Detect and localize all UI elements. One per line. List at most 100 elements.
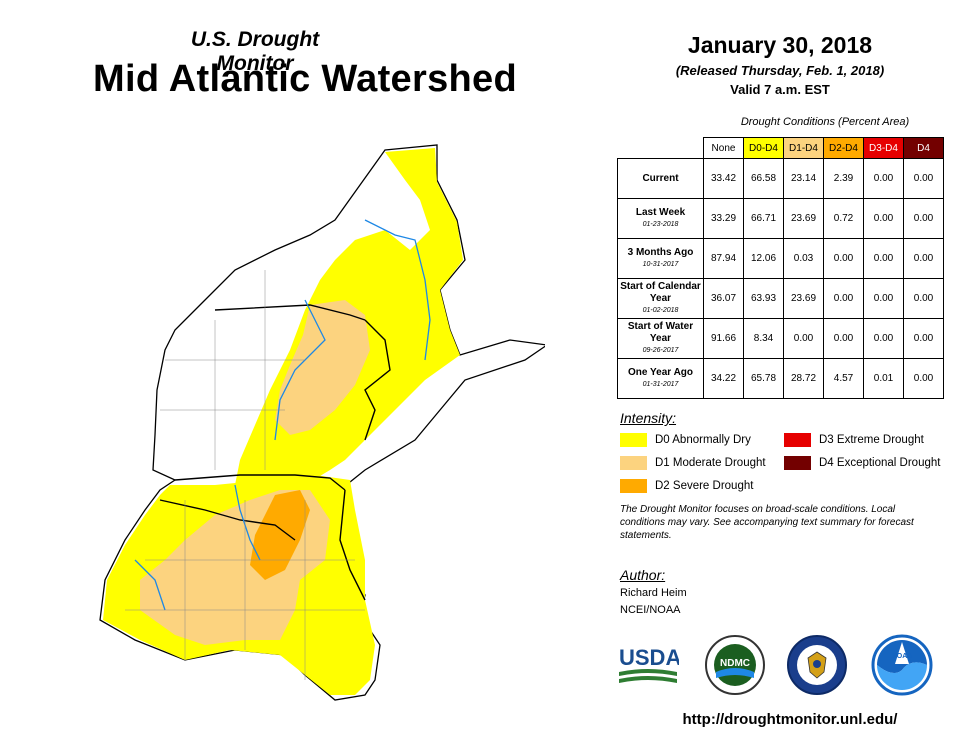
- table-cell: 0.00: [823, 278, 864, 319]
- table-cell: 66.71: [743, 198, 784, 239]
- rivers: [134, 219, 431, 611]
- website-url[interactable]: http://droughtmonitor.unl.edu/: [682, 711, 898, 728]
- table-row: 3 Months Ago 10-31-2017 87.94 12.06 0.03 0.00…: [617, 238, 944, 279]
- table-row: Start of Calendar Year 01-02-2018 36.07 63.…: [617, 278, 944, 319]
- legend-item-d4: D4 Exceptional Drought: [784, 456, 940, 470]
- row-label: Start of Calendar Year 01-02-2018: [617, 278, 704, 319]
- map-subtitle: U.S. Drought Monitor: [190, 28, 320, 75]
- table-cell: 0.00: [863, 238, 904, 279]
- table-cell: 91.66: [703, 318, 744, 359]
- table-cell: 0.00: [903, 198, 944, 239]
- table-row: Current 33.42 66.58 23.14 2.39 0.00 0.00: [617, 158, 944, 199]
- table-cell: 0.00: [783, 318, 824, 359]
- row-label-date: 01-31-2017: [642, 380, 679, 388]
- table-cell: 0.00: [903, 318, 944, 359]
- legend-item-d2: D2 Severe Drought: [620, 479, 753, 493]
- table-cell: 87.94: [703, 238, 744, 279]
- release-date: (Released Thursday, Feb. 1, 2018): [675, 63, 885, 78]
- row-label-text: Current: [642, 172, 679, 184]
- svg-text:NDMC: NDMC: [720, 658, 750, 669]
- table-cell: 0.72: [823, 198, 864, 239]
- table-row: Last Week 01-23-2018 33.29 66.71 23.69 0.72 0.…: [617, 198, 944, 239]
- table-cell: 0.00: [823, 318, 864, 359]
- table-cell: 12.06: [743, 238, 784, 279]
- table-cell: 2.39: [823, 158, 864, 199]
- svg-text:NOAA: NOAA: [892, 653, 913, 660]
- row-label: One Year Ago 01-31-2017: [617, 358, 704, 399]
- table-cell: 0.03: [783, 238, 824, 279]
- row-label-date: 01-02-2018: [642, 306, 679, 314]
- table-cell: 63.93: [743, 278, 784, 319]
- col-header-d0: D0-D4: [743, 137, 784, 159]
- table-cell: 23.69: [783, 198, 824, 239]
- table-cell: 0.00: [863, 278, 904, 319]
- col-header-none: None: [703, 137, 744, 159]
- table-cell: 0.01: [863, 358, 904, 399]
- d1-area-pennsylvania: [275, 300, 370, 435]
- table-cell: 33.42: [703, 158, 744, 199]
- table-cell: 0.00: [903, 158, 944, 199]
- table-cell: 0.00: [863, 198, 904, 239]
- col-header-d4: D4: [903, 137, 944, 159]
- table-cell: 65.78: [743, 358, 784, 399]
- state-borders: [159, 304, 391, 601]
- table-caption: Drought Conditions (Percent Area): [740, 116, 910, 128]
- valid-date: January 30, 2018: [687, 32, 873, 58]
- legend-label-d2: D2 Severe Drought: [655, 480, 754, 492]
- svg-text:USDA: USDA: [619, 645, 679, 670]
- row-label-date: 09-26-2017: [642, 346, 679, 354]
- table-cell: 0.00: [863, 318, 904, 359]
- commerce-seal-logo: [787, 635, 847, 695]
- col-header-d2: D2-D4: [823, 137, 864, 159]
- drought-map: [99, 144, 545, 701]
- row-label-text: One Year Ago: [627, 366, 694, 378]
- header-corner: [617, 137, 704, 159]
- table-row: Start of Water Year 09-26-2017 91.66 8.34 0.…: [617, 318, 944, 359]
- row-label: 3 Months Ago 10-31-2017: [617, 238, 704, 279]
- legend-label-d1: D1 Moderate Drought: [655, 457, 766, 469]
- drought-stats-table: None D0-D4 D1-D4 D2-D4 D3-D4 D4 Current 3…: [617, 137, 944, 399]
- table-cell: 0.00: [903, 238, 944, 279]
- table-cell: 23.14: [783, 158, 824, 199]
- row-label-date: 10-31-2017: [642, 260, 679, 268]
- legend-swatch-d1: [620, 456, 647, 470]
- author-name: Richard Heim: [620, 587, 687, 599]
- table-cell: 36.07: [703, 278, 744, 319]
- table-cell: 0.00: [903, 358, 944, 399]
- legend-swatch-d3: [784, 433, 811, 447]
- table-cell: 34.22: [703, 358, 744, 399]
- row-label-text: Start of Water Year: [627, 320, 694, 344]
- table-cell: 0.00: [863, 158, 904, 199]
- legend-item-d1: D1 Moderate Drought: [620, 456, 766, 470]
- table-row: One Year Ago 01-31-2017 34.22 65.78 28.72 4.5…: [617, 358, 944, 399]
- row-label: Last Week 01-23-2018: [617, 198, 704, 239]
- disclaimer-note: The Drought Monitor focuses on broad-sca…: [620, 504, 914, 541]
- row-label-text: 3 Months Ago: [627, 246, 694, 258]
- noaa-logo: NOAA: [871, 634, 933, 696]
- legend-title: Intensity:: [620, 410, 677, 426]
- legend-swatch-d0: [620, 433, 647, 447]
- row-label-text: Start of Calendar Year: [620, 280, 701, 304]
- usda-logo: USDA: [619, 645, 679, 683]
- row-label: Current: [617, 158, 704, 199]
- row-label-text: Last Week: [635, 206, 686, 218]
- table-cell: 4.57: [823, 358, 864, 399]
- table-cell: 28.72: [783, 358, 824, 399]
- legend-label-d3: D3 Extreme Drought: [819, 434, 924, 446]
- legend-item-d0: D0 Abnormally Dry: [620, 433, 751, 447]
- valid-time: Valid 7 a.m. EST: [730, 82, 830, 97]
- table-header-row: None D0-D4 D1-D4 D2-D4 D3-D4 D4: [617, 137, 944, 159]
- table-cell: 33.29: [703, 198, 744, 239]
- table-cell: 8.34: [743, 318, 784, 359]
- ndmc-logo: NDMC: [705, 635, 765, 695]
- d2-area: [250, 490, 310, 580]
- col-header-d1: D1-D4: [783, 137, 824, 159]
- col-header-d3: D3-D4: [863, 137, 904, 159]
- table-cell: 66.58: [743, 158, 784, 199]
- table-cell: 23.69: [783, 278, 824, 319]
- legend-label-d4: D4 Exceptional Drought: [819, 457, 941, 469]
- county-lines: [125, 270, 365, 680]
- legend-label-d0: D0 Abnormally Dry: [655, 434, 751, 446]
- map-title: Mid Atlantic Watershed: [93, 58, 517, 100]
- row-label-date: 01-23-2018: [642, 220, 679, 228]
